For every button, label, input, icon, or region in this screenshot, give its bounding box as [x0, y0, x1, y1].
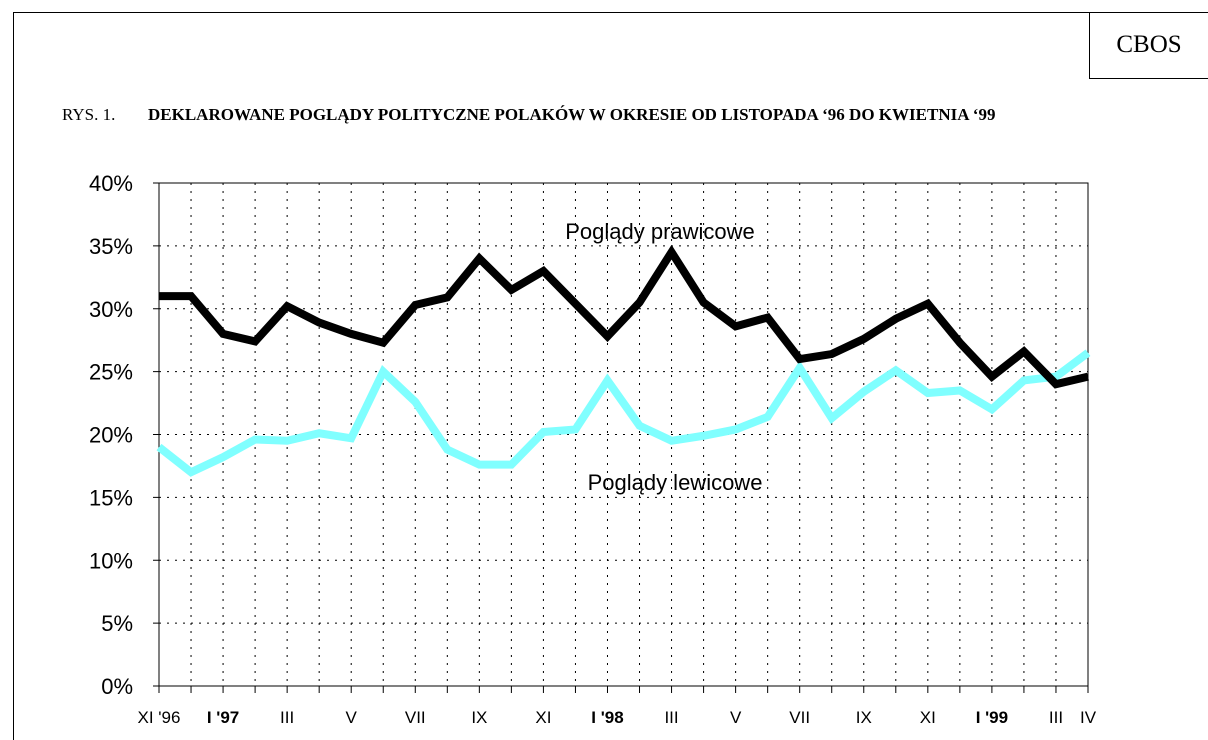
x-tick-label: V: [346, 708, 358, 727]
x-tick-label: XI '96: [138, 708, 181, 727]
y-tick-label: 0%: [101, 674, 133, 699]
figure-number: RYS. 1.: [62, 105, 116, 124]
x-tick-label: IX: [471, 708, 487, 727]
series-line-right-views: [159, 244, 1089, 389]
page-frame: [13, 12, 1208, 740]
x-tick-label: XI: [920, 708, 936, 727]
x-tick-label: IX: [856, 708, 872, 727]
x-tick-label: I '97: [207, 708, 239, 727]
x-tick-label: I '99: [976, 708, 1008, 727]
x-tick-label: III: [280, 708, 294, 727]
x-tick-label: IV: [1080, 708, 1097, 727]
x-tick-label: III: [664, 708, 678, 727]
x-tick-label: V: [730, 708, 742, 727]
x-tick-label: VII: [405, 708, 426, 727]
series-line-left-views: [156, 349, 1091, 477]
y-tick-label: 10%: [89, 548, 133, 573]
series-label-right-views: Poglądy prawicowe: [565, 219, 755, 244]
y-tick-label: 40%: [89, 171, 133, 196]
x-tick-label: I '98: [591, 708, 623, 727]
x-tick-label: XI: [535, 708, 551, 727]
x-tick-label: VII: [789, 708, 810, 727]
y-tick-label: 5%: [101, 611, 133, 636]
y-tick-label: 25%: [89, 360, 133, 385]
y-tick-label: 35%: [89, 234, 133, 259]
y-tick-label: 30%: [89, 297, 133, 322]
chart-title: DEKLAROWANE POGLĄDY POLITYCZNE POLAKÓW W…: [148, 105, 996, 124]
series-label-left-views: Poglądy lewicowe: [588, 470, 763, 495]
y-tick-label: 20%: [89, 423, 133, 448]
plot-border: [158, 182, 1089, 687]
y-tick-label: 15%: [89, 485, 133, 510]
cbos-badge: CBOS: [1089, 12, 1208, 79]
x-tick-label: III: [1049, 708, 1063, 727]
